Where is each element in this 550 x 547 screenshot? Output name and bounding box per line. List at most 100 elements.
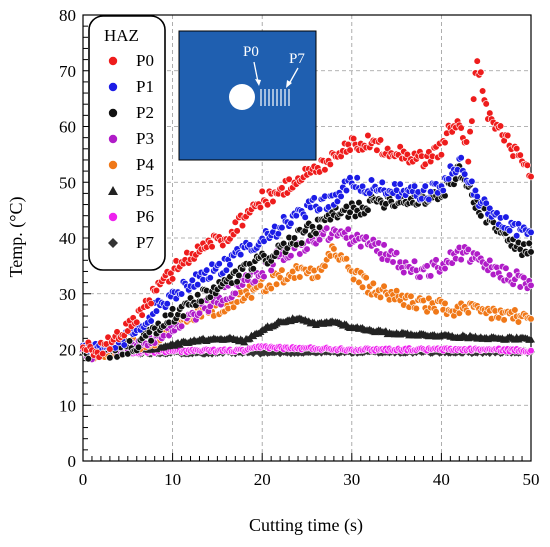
- data-point: [527, 281, 535, 289]
- legend-label: P1: [136, 77, 154, 96]
- data-point: [206, 302, 214, 311]
- data-point: [177, 290, 186, 298]
- legend-label: P4: [136, 155, 154, 174]
- y-tick-label: 50: [59, 173, 76, 192]
- legend-label: P6: [136, 207, 154, 226]
- data-point: [464, 309, 472, 317]
- legend-label: P2: [136, 103, 154, 122]
- data-point: [169, 275, 177, 283]
- legend-label: P7: [136, 233, 154, 252]
- inset-measure-points: [260, 89, 290, 106]
- data-point: [362, 233, 370, 241]
- data-point: [296, 250, 304, 258]
- data-point: [237, 250, 245, 259]
- legend-marker: [108, 134, 118, 144]
- data-point: [416, 273, 424, 281]
- y-tick-label: 0: [68, 452, 77, 471]
- data-point: [258, 187, 266, 196]
- data-point: [471, 186, 480, 195]
- data-point: [470, 95, 478, 103]
- data-point: [256, 281, 265, 290]
- data-point: [367, 176, 376, 184]
- data-point: [502, 264, 510, 272]
- data-point: [231, 289, 239, 297]
- data-point: [380, 282, 388, 290]
- data-point: [278, 184, 286, 192]
- data-point: [296, 273, 304, 281]
- data-point: [425, 195, 433, 203]
- data-point: [219, 241, 227, 250]
- data-point: [432, 308, 440, 316]
- data-point: [393, 287, 401, 295]
- data-point: [147, 337, 155, 345]
- data-point: [439, 186, 447, 195]
- data-point: [513, 232, 521, 240]
- data-point: [120, 341, 128, 349]
- data-point: [263, 201, 272, 209]
- data-point: [314, 273, 322, 281]
- data-point: [321, 262, 329, 270]
- data-point: [233, 227, 241, 235]
- data-point: [486, 109, 494, 117]
- axes: 0 10 20 30 40 50 0 10 20 30 40 50 60 70 80: [59, 6, 540, 489]
- data-point: [260, 273, 268, 281]
- data-point: [362, 274, 370, 282]
- legend-marker: [108, 186, 118, 195]
- data-point: [513, 144, 521, 153]
- data-point: [502, 213, 510, 221]
- data-point: [208, 243, 216, 251]
- data-point: [274, 230, 282, 238]
- data-point: [99, 349, 107, 358]
- data-point: [315, 223, 324, 231]
- data-point: [355, 278, 363, 287]
- data-point: [525, 239, 533, 247]
- inset-arrowhead-p7: [286, 80, 292, 88]
- data-point: [238, 221, 247, 230]
- data-point: [396, 180, 404, 188]
- data-point: [378, 178, 386, 186]
- legend-entry-p4: P4: [108, 155, 154, 174]
- y-tick-label: 20: [59, 341, 76, 360]
- data-point: [355, 198, 363, 207]
- data-point: [251, 277, 259, 285]
- data-point: [468, 117, 476, 125]
- legend: HAZ P0 P1 P2 P3 P4 P5 P6 P7: [88, 15, 166, 271]
- data-point: [272, 280, 281, 288]
- y-tick-label: 70: [59, 62, 76, 81]
- data-point: [444, 175, 453, 183]
- data-point: [179, 312, 187, 320]
- inset-arrow-p0: [253, 61, 259, 83]
- data-point: [500, 316, 508, 324]
- data-point: [364, 131, 372, 140]
- data-point: [342, 255, 351, 263]
- data-point: [527, 228, 535, 237]
- data-point: [457, 256, 465, 264]
- data-point: [393, 249, 401, 257]
- data-point: [464, 245, 472, 254]
- data-point: [303, 245, 311, 253]
- data-point: [457, 154, 465, 162]
- data-point: [514, 318, 523, 326]
- data-point: [505, 271, 514, 279]
- data-point: [272, 249, 281, 257]
- legend-entry-p3: P3: [108, 129, 154, 148]
- data-point: [505, 227, 514, 235]
- data-point: [326, 160, 334, 168]
- inset-hole: [229, 84, 255, 110]
- data-point: [466, 128, 474, 136]
- data-point: [455, 309, 463, 317]
- legend-marker: [108, 212, 118, 222]
- data-point: [496, 122, 505, 130]
- data-point: [289, 267, 297, 276]
- series-p5: [79, 314, 535, 356]
- data-point: [215, 260, 223, 268]
- data-point: [278, 224, 286, 232]
- data-point: [290, 234, 299, 242]
- x-tick-label: 10: [164, 470, 181, 489]
- data-point: [152, 307, 161, 315]
- data-point: [298, 239, 306, 247]
- data-point: [125, 337, 134, 345]
- x-tick-label: 30: [343, 470, 360, 489]
- data-point: [486, 256, 494, 264]
- data-point: [337, 192, 345, 200]
